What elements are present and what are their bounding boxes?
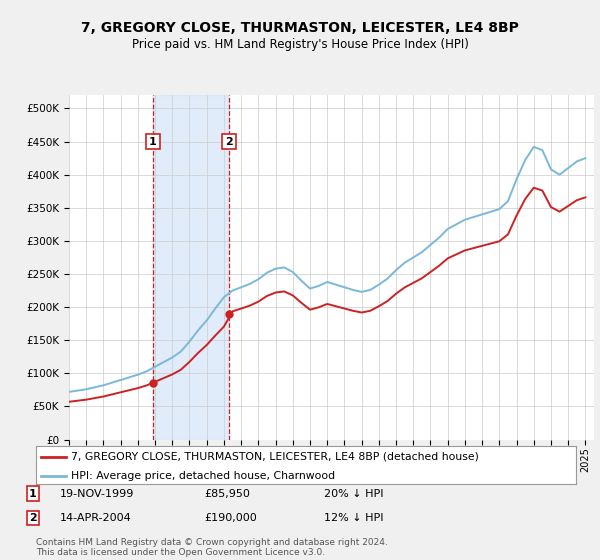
- Text: 7, GREGORY CLOSE, THURMASTON, LEICESTER, LE4 8BP: 7, GREGORY CLOSE, THURMASTON, LEICESTER,…: [81, 21, 519, 35]
- Text: Price paid vs. HM Land Registry's House Price Index (HPI): Price paid vs. HM Land Registry's House …: [131, 38, 469, 50]
- Text: 14-APR-2004: 14-APR-2004: [60, 513, 132, 523]
- Text: 20% ↓ HPI: 20% ↓ HPI: [324, 489, 383, 499]
- Text: Contains HM Land Registry data © Crown copyright and database right 2024.
This d: Contains HM Land Registry data © Crown c…: [36, 538, 388, 557]
- Text: 2: 2: [29, 513, 37, 523]
- Text: 2: 2: [225, 137, 233, 147]
- Text: £85,950: £85,950: [204, 489, 250, 499]
- Bar: [153, 95, 229, 440]
- Text: £190,000: £190,000: [204, 513, 257, 523]
- Text: 19-NOV-1999: 19-NOV-1999: [60, 489, 134, 499]
- Text: 1: 1: [149, 137, 157, 147]
- Text: 7, GREGORY CLOSE, THURMASTON, LEICESTER, LE4 8BP (detached house): 7, GREGORY CLOSE, THURMASTON, LEICESTER,…: [71, 452, 479, 462]
- Text: 1: 1: [29, 489, 37, 499]
- Text: 12% ↓ HPI: 12% ↓ HPI: [324, 513, 383, 523]
- Text: HPI: Average price, detached house, Charnwood: HPI: Average price, detached house, Char…: [71, 471, 335, 481]
